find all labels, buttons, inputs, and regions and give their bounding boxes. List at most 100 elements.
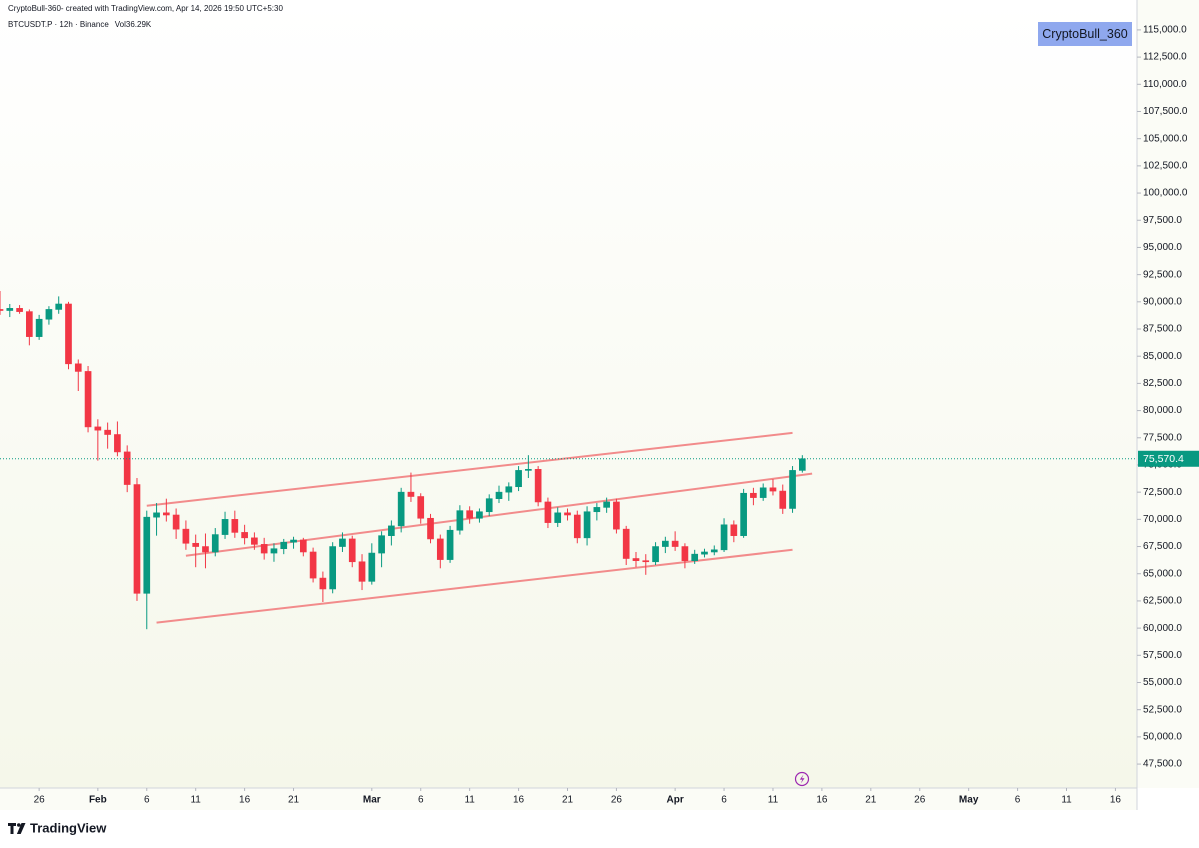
candle-body bbox=[114, 434, 121, 453]
candle bbox=[192, 534, 200, 568]
candle bbox=[123, 445, 131, 493]
candle bbox=[798, 455, 806, 473]
candle bbox=[446, 525, 454, 563]
y-tick-label: 50,000.0 bbox=[1143, 732, 1182, 743]
candle bbox=[671, 531, 679, 551]
x-tick-label: 6 bbox=[144, 795, 150, 806]
candle-body bbox=[74, 363, 82, 372]
x-tick-label: Feb bbox=[89, 795, 107, 806]
candle-body bbox=[192, 542, 200, 547]
candle-body bbox=[583, 511, 591, 539]
candle-body bbox=[613, 501, 620, 530]
candle-body bbox=[55, 303, 63, 310]
candle bbox=[593, 503, 601, 521]
candle bbox=[241, 524, 248, 545]
watermark-box bbox=[1038, 22, 1132, 46]
candle-body bbox=[143, 516, 151, 594]
candle bbox=[26, 309, 33, 346]
candle-body bbox=[368, 552, 376, 582]
candle bbox=[0, 290, 4, 315]
candle-body bbox=[769, 487, 777, 492]
candle bbox=[466, 506, 473, 524]
y-tick-label: 90,000.0 bbox=[1143, 296, 1182, 307]
y-tick-label: 85,000.0 bbox=[1143, 351, 1182, 362]
y-tick-label: 100,000.0 bbox=[1143, 188, 1188, 199]
y-tick-label: 107,500.0 bbox=[1143, 106, 1188, 117]
x-tick-label: 16 bbox=[239, 795, 251, 806]
candle-body bbox=[94, 426, 102, 431]
candle bbox=[319, 571, 327, 603]
candle-body bbox=[378, 535, 385, 554]
candle-body bbox=[104, 429, 111, 435]
candle-body bbox=[456, 510, 464, 531]
candle bbox=[231, 510, 239, 538]
candle bbox=[740, 488, 747, 538]
y-tick-label: 77,500.0 bbox=[1143, 432, 1182, 443]
candle-body bbox=[16, 308, 23, 312]
candle bbox=[662, 536, 669, 554]
candle bbox=[45, 306, 53, 325]
candle bbox=[642, 554, 650, 575]
candle bbox=[583, 506, 591, 546]
candle bbox=[221, 511, 229, 539]
candle bbox=[299, 537, 307, 557]
y-tick-label: 87,500.0 bbox=[1143, 324, 1182, 335]
candle-body bbox=[251, 537, 258, 545]
candle-body bbox=[427, 517, 434, 540]
candle bbox=[515, 466, 522, 492]
candle bbox=[495, 485, 503, 504]
x-tick-label: 16 bbox=[1110, 795, 1122, 806]
candle-body bbox=[241, 532, 248, 539]
candle-body bbox=[534, 469, 542, 503]
y-tick-label: 92,500.0 bbox=[1143, 269, 1182, 280]
candle-body bbox=[691, 553, 699, 561]
x-tick-label: 6 bbox=[418, 795, 424, 806]
candle bbox=[6, 303, 14, 318]
candle-body bbox=[133, 484, 141, 594]
candle-body bbox=[6, 308, 14, 311]
candle-body bbox=[388, 525, 395, 536]
candle-body bbox=[505, 486, 513, 493]
candle bbox=[163, 498, 170, 522]
candle-body bbox=[632, 558, 640, 561]
candle bbox=[202, 533, 209, 569]
x-tick-label: 26 bbox=[611, 795, 623, 806]
candle bbox=[720, 518, 728, 552]
y-tick-label: 82,500.0 bbox=[1143, 378, 1182, 389]
candle-body bbox=[681, 546, 689, 561]
candle-body bbox=[163, 512, 170, 516]
candle-body bbox=[642, 560, 650, 563]
x-tick-label: May bbox=[959, 795, 979, 806]
candle-body bbox=[544, 501, 552, 523]
candle bbox=[348, 535, 356, 568]
candle-body bbox=[260, 544, 268, 554]
candle bbox=[681, 543, 689, 569]
candle-body bbox=[525, 469, 532, 471]
candle-body bbox=[515, 470, 522, 488]
candle-body bbox=[348, 538, 356, 563]
candle-body bbox=[701, 551, 708, 555]
y-tick-label: 112,500.0 bbox=[1143, 52, 1187, 63]
candle bbox=[710, 545, 718, 556]
candle-body bbox=[476, 511, 483, 519]
candle-body bbox=[485, 498, 493, 513]
x-tick-label: 6 bbox=[1015, 795, 1021, 806]
candle bbox=[290, 536, 297, 549]
candle-body bbox=[45, 309, 53, 320]
candle-body bbox=[466, 510, 473, 519]
candle-body bbox=[299, 539, 307, 553]
symbol-title: BTCUSDT.P · 12h · Binance bbox=[8, 20, 109, 29]
candle bbox=[260, 537, 268, 560]
candle-body bbox=[446, 529, 454, 560]
trend-line bbox=[156, 548, 793, 624]
candle-body bbox=[671, 540, 679, 547]
candle-body bbox=[603, 501, 610, 508]
credit: CryptoBull-360- created with TradingView… bbox=[8, 4, 283, 13]
candle bbox=[544, 497, 552, 529]
x-tick-label: Apr bbox=[667, 795, 684, 806]
candle bbox=[759, 483, 767, 501]
x-tick-label: 16 bbox=[513, 795, 525, 806]
candle bbox=[143, 510, 151, 630]
candle bbox=[329, 542, 337, 594]
